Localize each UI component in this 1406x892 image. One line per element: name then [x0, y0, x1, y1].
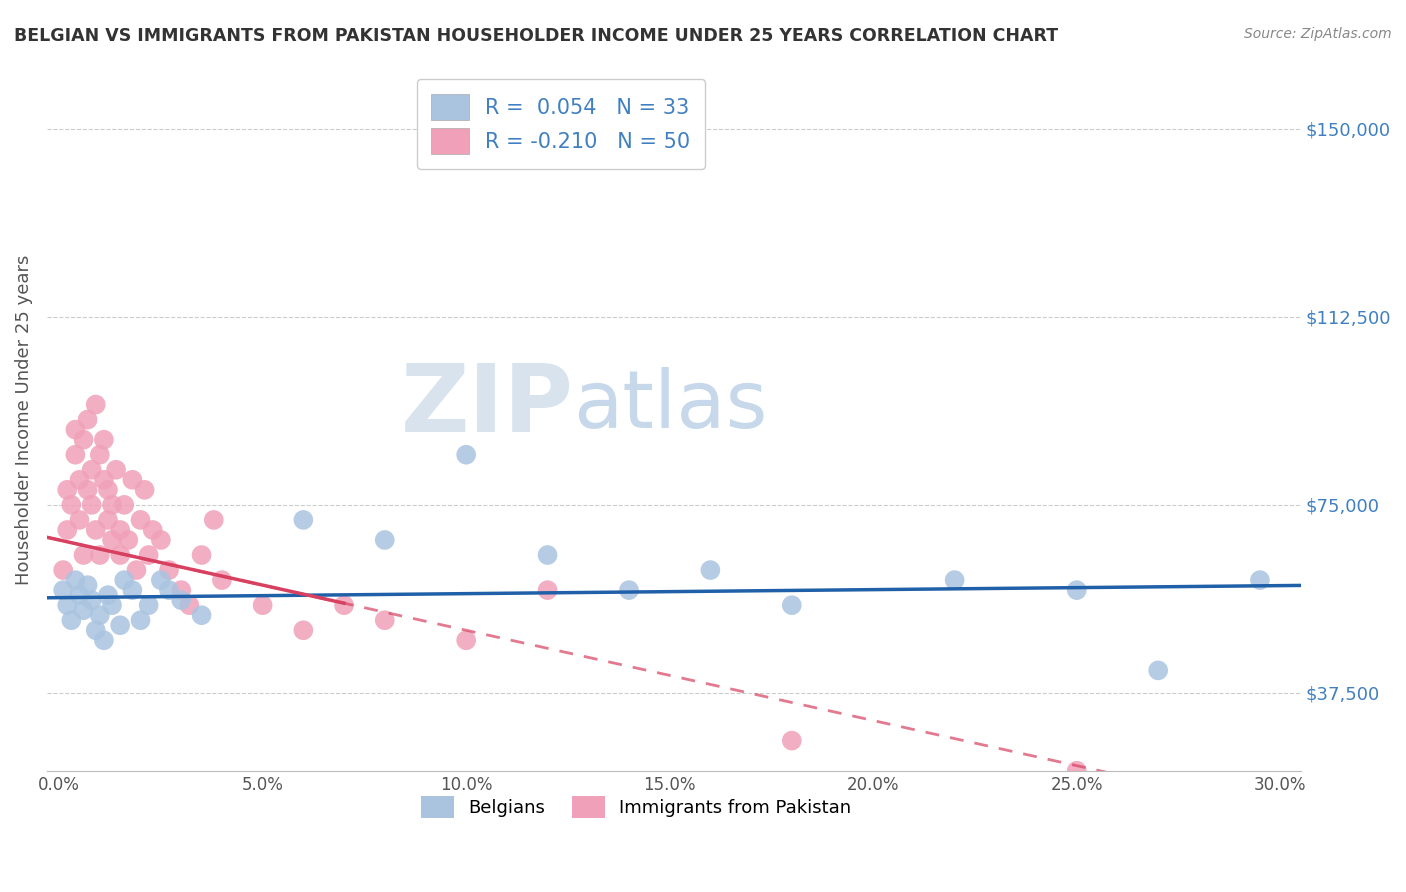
Point — [292, 624, 315, 638]
Point — [76, 578, 98, 592]
Point — [56, 523, 79, 537]
Point — [84, 398, 107, 412]
Point — [65, 573, 87, 587]
Point — [72, 433, 94, 447]
Point — [780, 598, 803, 612]
Point — [202, 513, 225, 527]
Point — [1066, 583, 1088, 598]
Point — [80, 498, 103, 512]
Point — [112, 573, 135, 587]
Point — [190, 608, 212, 623]
Point — [121, 473, 143, 487]
Point — [93, 433, 115, 447]
Point — [93, 633, 115, 648]
Point — [97, 588, 120, 602]
Point — [121, 583, 143, 598]
Point — [108, 523, 131, 537]
Point — [60, 613, 83, 627]
Point — [125, 563, 148, 577]
Point — [65, 423, 87, 437]
Point — [374, 533, 396, 547]
Point — [129, 613, 152, 627]
Point — [536, 548, 558, 562]
Point — [84, 624, 107, 638]
Point — [80, 593, 103, 607]
Point — [699, 563, 721, 577]
Point — [333, 598, 356, 612]
Point — [93, 473, 115, 487]
Point — [97, 483, 120, 497]
Point — [105, 463, 128, 477]
Point — [72, 548, 94, 562]
Point — [97, 513, 120, 527]
Point — [56, 483, 79, 497]
Y-axis label: Householder Income Under 25 years: Householder Income Under 25 years — [15, 254, 32, 585]
Point — [149, 533, 172, 547]
Point — [138, 598, 160, 612]
Point — [142, 523, 165, 537]
Point — [617, 583, 640, 598]
Point — [456, 448, 478, 462]
Point — [69, 588, 91, 602]
Point — [129, 513, 152, 527]
Legend: Belgians, Immigrants from Pakistan: Belgians, Immigrants from Pakistan — [413, 789, 858, 825]
Point — [76, 483, 98, 497]
Point — [456, 633, 478, 648]
Point — [536, 583, 558, 598]
Point — [101, 498, 124, 512]
Point — [943, 573, 966, 587]
Text: ZIP: ZIP — [401, 359, 574, 451]
Point — [112, 498, 135, 512]
Point — [157, 563, 180, 577]
Point — [1066, 764, 1088, 778]
Text: BELGIAN VS IMMIGRANTS FROM PAKISTAN HOUSEHOLDER INCOME UNDER 25 YEARS CORRELATIO: BELGIAN VS IMMIGRANTS FROM PAKISTAN HOUS… — [14, 27, 1059, 45]
Point — [211, 573, 233, 587]
Point — [89, 548, 111, 562]
Point — [80, 463, 103, 477]
Text: Source: ZipAtlas.com: Source: ZipAtlas.com — [1244, 27, 1392, 41]
Point — [76, 412, 98, 426]
Point — [69, 473, 91, 487]
Point — [190, 548, 212, 562]
Point — [170, 583, 193, 598]
Point — [157, 583, 180, 598]
Point — [1249, 573, 1271, 587]
Point — [134, 483, 156, 497]
Point — [170, 593, 193, 607]
Point — [89, 608, 111, 623]
Point — [374, 613, 396, 627]
Point — [84, 523, 107, 537]
Point — [149, 573, 172, 587]
Point — [108, 548, 131, 562]
Point — [117, 533, 139, 547]
Point — [101, 533, 124, 547]
Point — [60, 498, 83, 512]
Point — [101, 598, 124, 612]
Point — [52, 563, 75, 577]
Point — [1147, 664, 1170, 678]
Point — [179, 598, 201, 612]
Point — [52, 583, 75, 598]
Point — [252, 598, 274, 612]
Point — [56, 598, 79, 612]
Text: atlas: atlas — [574, 367, 768, 444]
Point — [72, 603, 94, 617]
Point — [65, 448, 87, 462]
Point — [108, 618, 131, 632]
Point — [292, 513, 315, 527]
Point — [780, 733, 803, 747]
Point — [69, 513, 91, 527]
Point — [138, 548, 160, 562]
Point — [89, 448, 111, 462]
